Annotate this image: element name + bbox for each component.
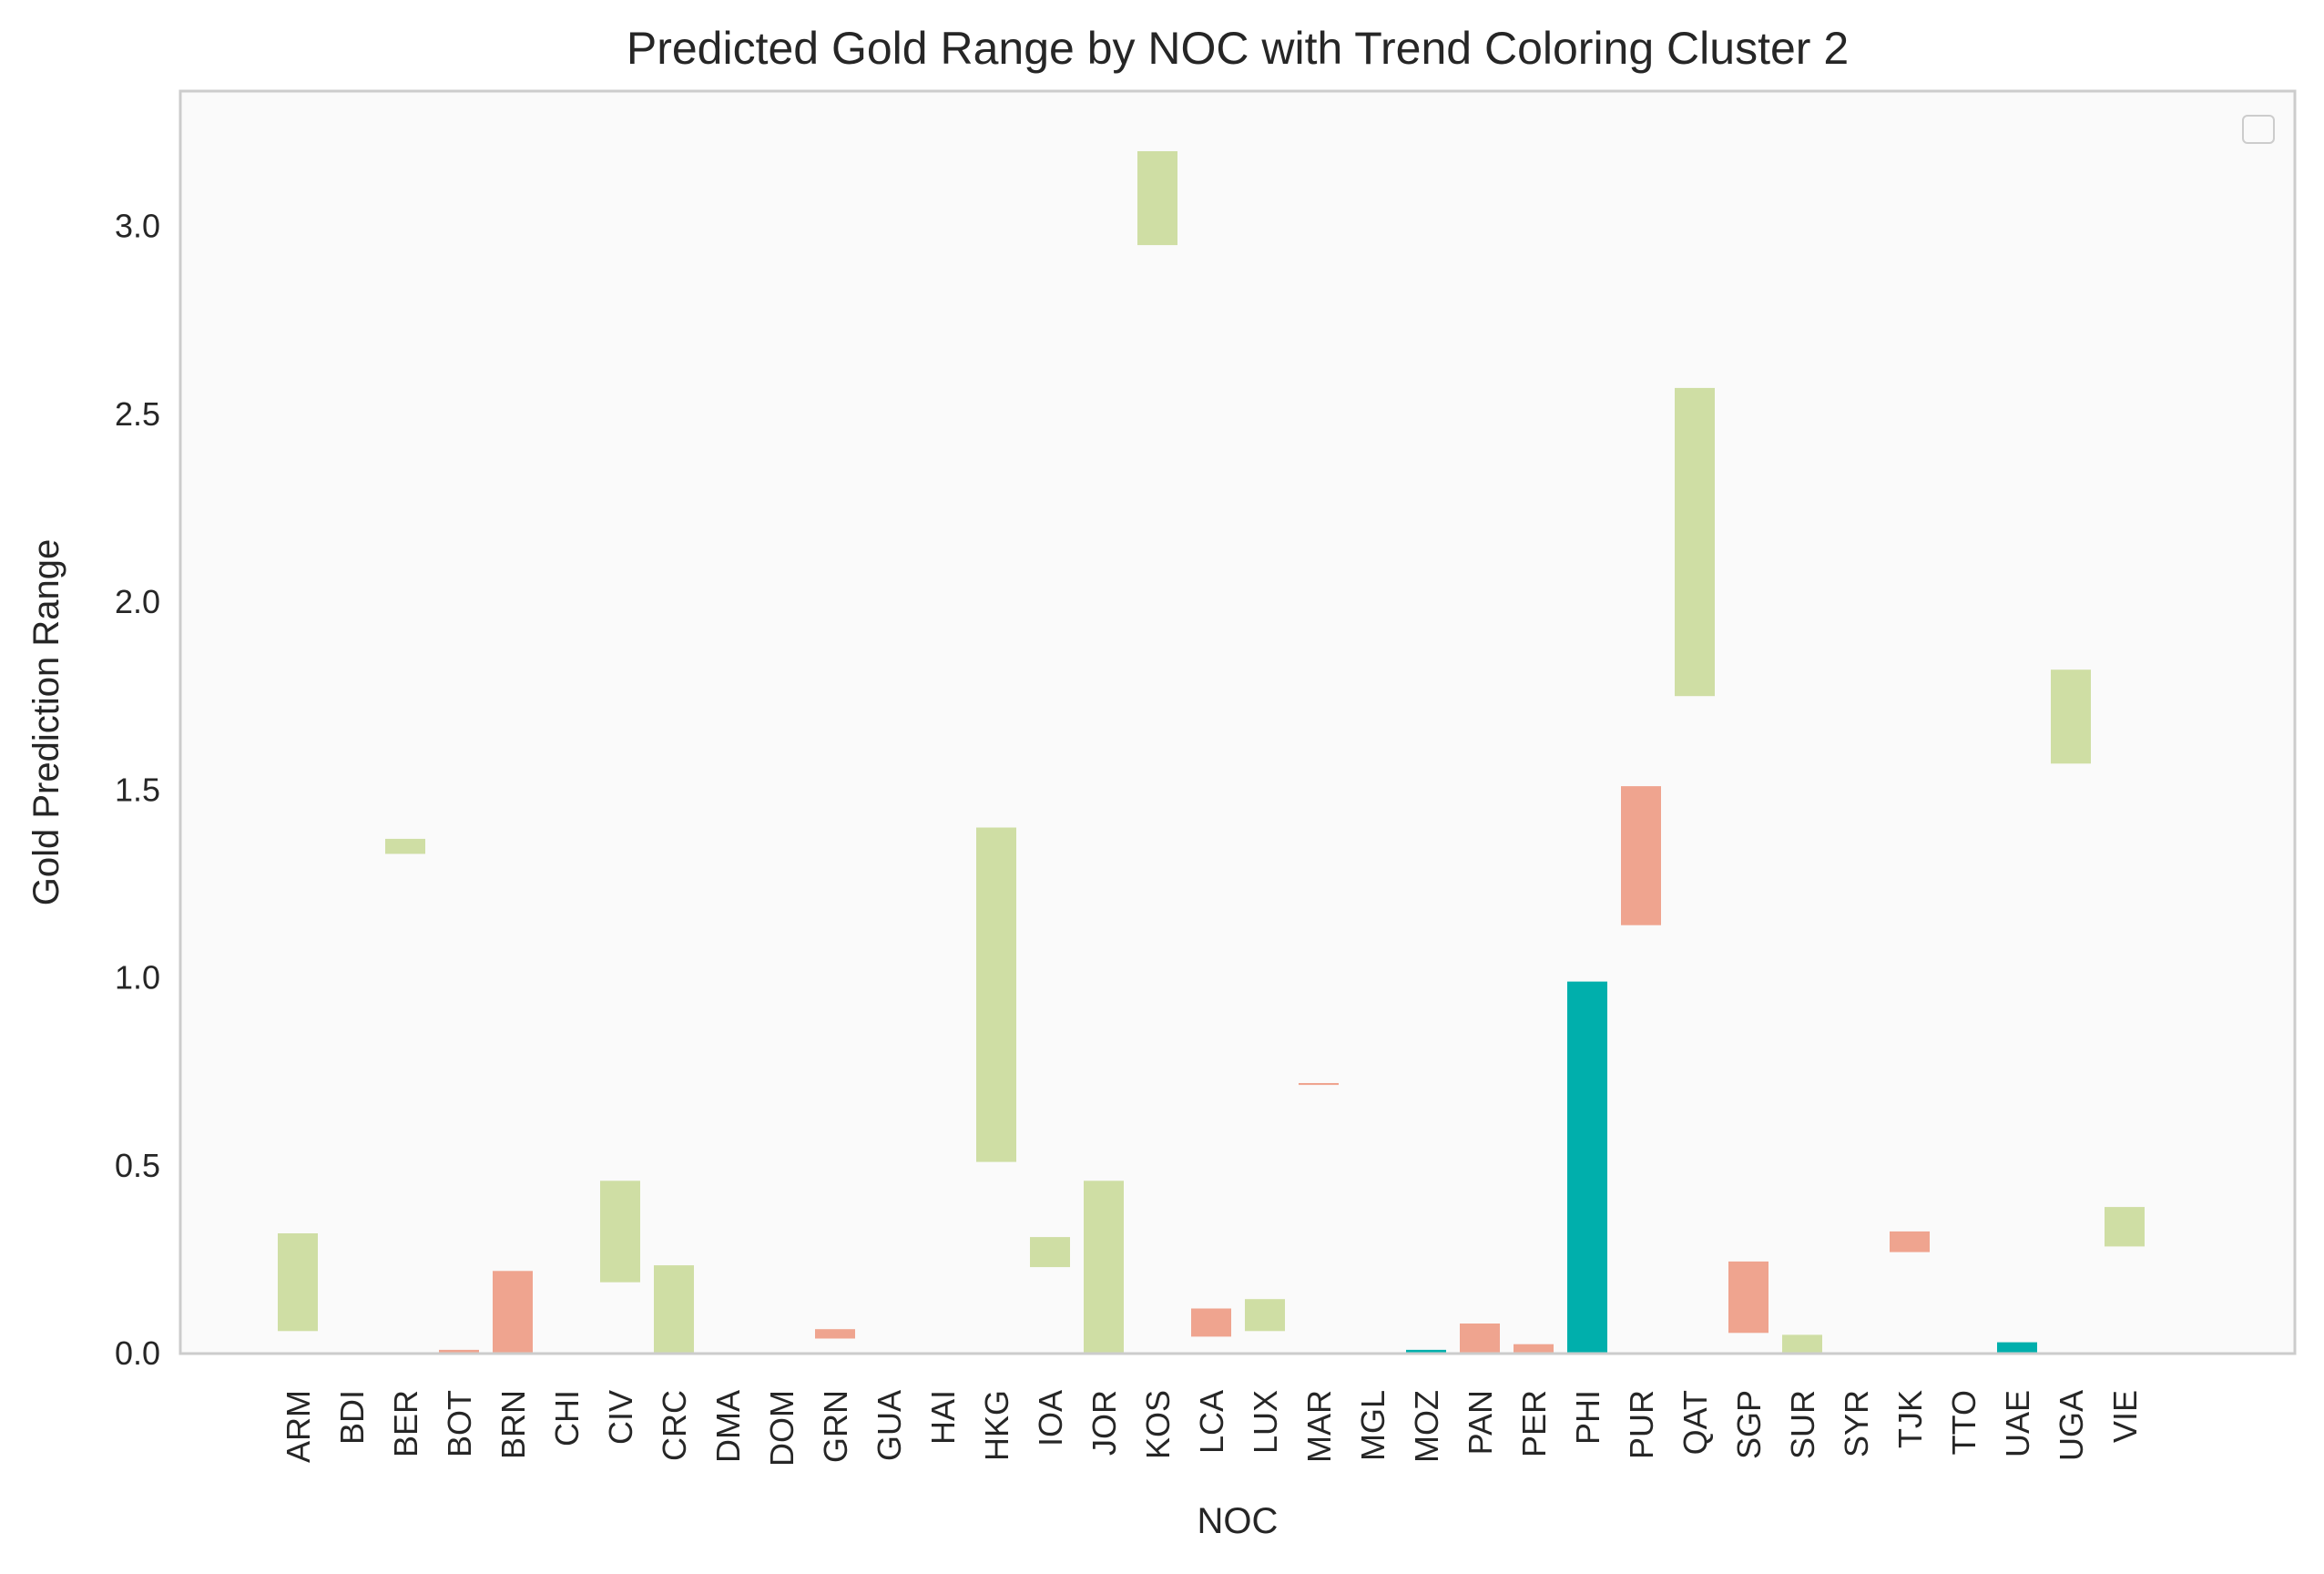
bar-kos (1137, 151, 1177, 246)
x-tick-label: PER (1515, 1390, 1553, 1457)
x-tick-label: SUR (1784, 1390, 1821, 1459)
x-tick-label: CIV (602, 1390, 639, 1445)
x-tick-label: QAT (1677, 1390, 1714, 1455)
legend-box (2242, 115, 2275, 144)
x-tick-label: LUX (1247, 1390, 1284, 1454)
bar-qat (1675, 387, 1715, 697)
x-tick-label: KOS (1139, 1390, 1177, 1459)
bar-civ (600, 1180, 640, 1283)
y-tick-label: 0.0 (115, 1334, 160, 1372)
x-tick-label: DMA (709, 1390, 747, 1463)
bar-pan (1460, 1324, 1500, 1354)
bar-jor (1084, 1180, 1124, 1354)
bar-bot (439, 1349, 479, 1354)
x-tick-label: BDI (333, 1390, 371, 1445)
y-tick-label: 1.0 (115, 959, 160, 997)
y-tick-label: 0.5 (115, 1147, 160, 1184)
x-tick-label: IOA (1032, 1390, 1069, 1446)
x-tick-label: MAR (1300, 1390, 1338, 1463)
x-tick-label: HKG (978, 1390, 1015, 1461)
bar-moz (1406, 1349, 1446, 1354)
bar-ioa (1030, 1237, 1070, 1268)
chart-title: Predicted Gold Range by NOC with Trend C… (627, 23, 1849, 74)
bar-crc (654, 1265, 694, 1354)
x-tick-label: GUA (871, 1390, 908, 1461)
bar-sgp (1728, 1261, 1768, 1334)
bar-lux (1245, 1299, 1285, 1332)
x-tick-label: BRN (494, 1390, 532, 1459)
plot-area (180, 91, 2295, 1354)
bar-tjk (1890, 1231, 1930, 1252)
x-tick-label: LCA (1193, 1390, 1230, 1454)
x-tick-label: PAN (1462, 1390, 1499, 1455)
x-tick-label: CRC (656, 1390, 693, 1461)
bar-lca (1191, 1308, 1231, 1337)
bar-arm (278, 1233, 318, 1332)
x-tick-label: PHI (1569, 1390, 1606, 1445)
y-axis-label: Gold Prediction Range (26, 539, 66, 905)
x-tick-label: UAE (1999, 1390, 2036, 1457)
x-tick-label: HAI (924, 1390, 962, 1445)
plot-frame (178, 89, 2297, 1355)
x-tick-label: SYR (1838, 1390, 1875, 1457)
x-tick-label: PUR (1623, 1390, 1660, 1459)
x-tick-label: DOM (763, 1390, 800, 1467)
x-tick-label: TJK (1891, 1390, 1929, 1448)
bar-mar (1299, 1083, 1339, 1086)
x-tick-label: UGA (2053, 1390, 2090, 1461)
bar-grn (815, 1329, 855, 1339)
y-tick-label: 2.0 (115, 583, 160, 620)
x-tick-label: SGP (1730, 1390, 1768, 1459)
x-ticks: ARM BDI BER BOT BRN CHI CIV CRC DMA DOM GRN GUA HAI H… (280, 1390, 2144, 1467)
y-tick-label: 2.5 (115, 395, 160, 433)
x-tick-label: GRN (817, 1390, 854, 1463)
x-tick-label: MOZ (1408, 1390, 1445, 1463)
x-tick-label: JOR (1086, 1390, 1123, 1456)
bars-layer (278, 151, 2145, 1354)
x-axis-label: NOC (1198, 1501, 1279, 1541)
bar-sur (1782, 1334, 1822, 1354)
y-tick-label: 3.0 (115, 208, 160, 245)
bar-vie (2105, 1207, 2145, 1247)
x-tick-label: ARM (280, 1390, 317, 1463)
bar-phi (1567, 981, 1607, 1354)
x-tick-label: CHI (548, 1390, 586, 1446)
x-tick-label: BOT (441, 1390, 478, 1457)
x-tick-label: BER (387, 1390, 424, 1457)
bar-uae (1997, 1342, 2037, 1354)
bar-ber (385, 838, 425, 854)
bar-brn (493, 1271, 533, 1354)
bar-uga (2051, 669, 2091, 764)
bar-per (1514, 1344, 1554, 1354)
x-tick-label: MGL (1354, 1390, 1391, 1461)
bar-hkg (976, 827, 1016, 1162)
y-ticks: 0.0 0.5 1.0 1.5 2.0 2.5 3.0 (115, 208, 160, 1373)
bar-pur (1621, 786, 1661, 925)
x-tick-label: VIE (2106, 1390, 2144, 1443)
y-tick-label: 1.5 (115, 771, 160, 808)
x-tick-label: TTO (1945, 1390, 1983, 1455)
